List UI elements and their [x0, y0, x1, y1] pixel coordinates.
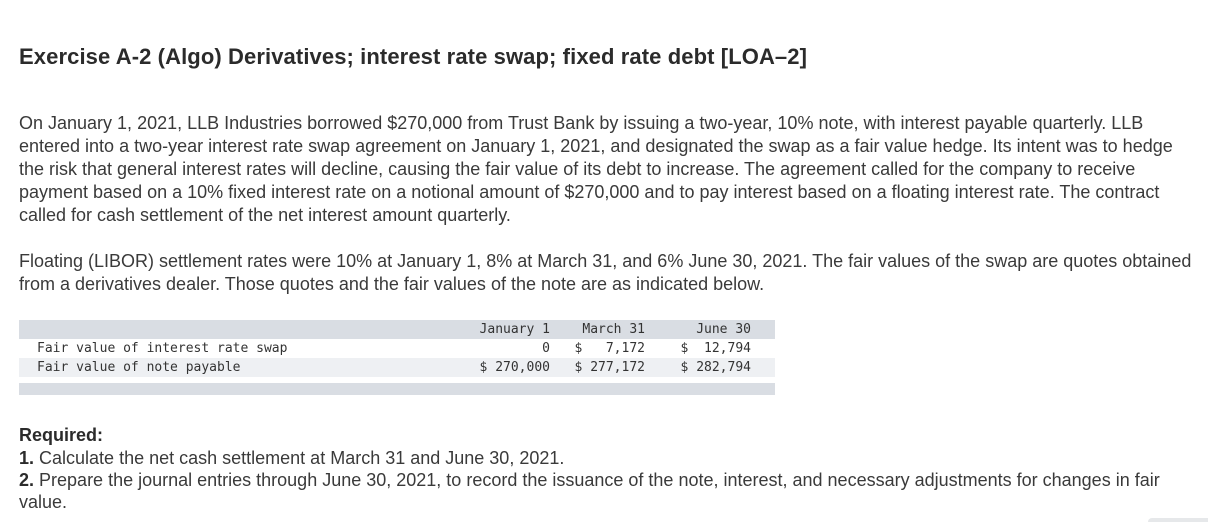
- table-footer-bar: [19, 383, 775, 395]
- problem-paragraph-2: Floating (LIBOR) settlement rates were 1…: [19, 251, 1192, 294]
- requirement-1: 1. Calculate the net cash settlement at …: [19, 447, 1189, 469]
- requirement-text: Prepare the journal entries through June…: [19, 470, 1160, 512]
- table-cell: $ 282,794: [680, 360, 751, 375]
- row-label: Fair value of note payable: [37, 360, 241, 375]
- table-row: Fair value of interest rate swap 0 $ 7,1…: [19, 339, 775, 358]
- requirement-text: Calculate the net cash settlement at Mar…: [39, 448, 565, 468]
- scroll-indicator: [1148, 518, 1208, 522]
- table-header-row: January 1 March 31 June 30: [19, 320, 775, 339]
- table-cell: $ 12,794: [680, 341, 751, 356]
- table-cell: $ 7,172: [574, 341, 645, 356]
- table-cell: $ 270,000: [479, 360, 550, 375]
- requirement-2: 2. Prepare the journal entries through J…: [19, 469, 1189, 513]
- table-cell: 0: [542, 341, 550, 356]
- row-label: Fair value of interest rate swap: [37, 341, 288, 356]
- column-header-march-31: March 31: [582, 322, 645, 337]
- requirement-number: 2.: [19, 470, 35, 490]
- table-cell: $ 277,172: [574, 360, 645, 375]
- required-heading: Required:: [19, 425, 104, 445]
- page-title: Exercise A-2 (Algo) Derivatives; interes…: [19, 44, 808, 69]
- column-header-january-1: January 1: [479, 322, 550, 337]
- problem-paragraph-1: On January 1, 2021, LLB Industries borro…: [19, 113, 1173, 225]
- column-header-june-30: June 30: [696, 322, 751, 337]
- table-row: Fair value of note payable $ 270,000 $ 2…: [19, 358, 775, 377]
- fair-value-table: January 1 March 31 June 30 Fair value of…: [19, 320, 775, 395]
- requirement-number: 1.: [19, 448, 35, 468]
